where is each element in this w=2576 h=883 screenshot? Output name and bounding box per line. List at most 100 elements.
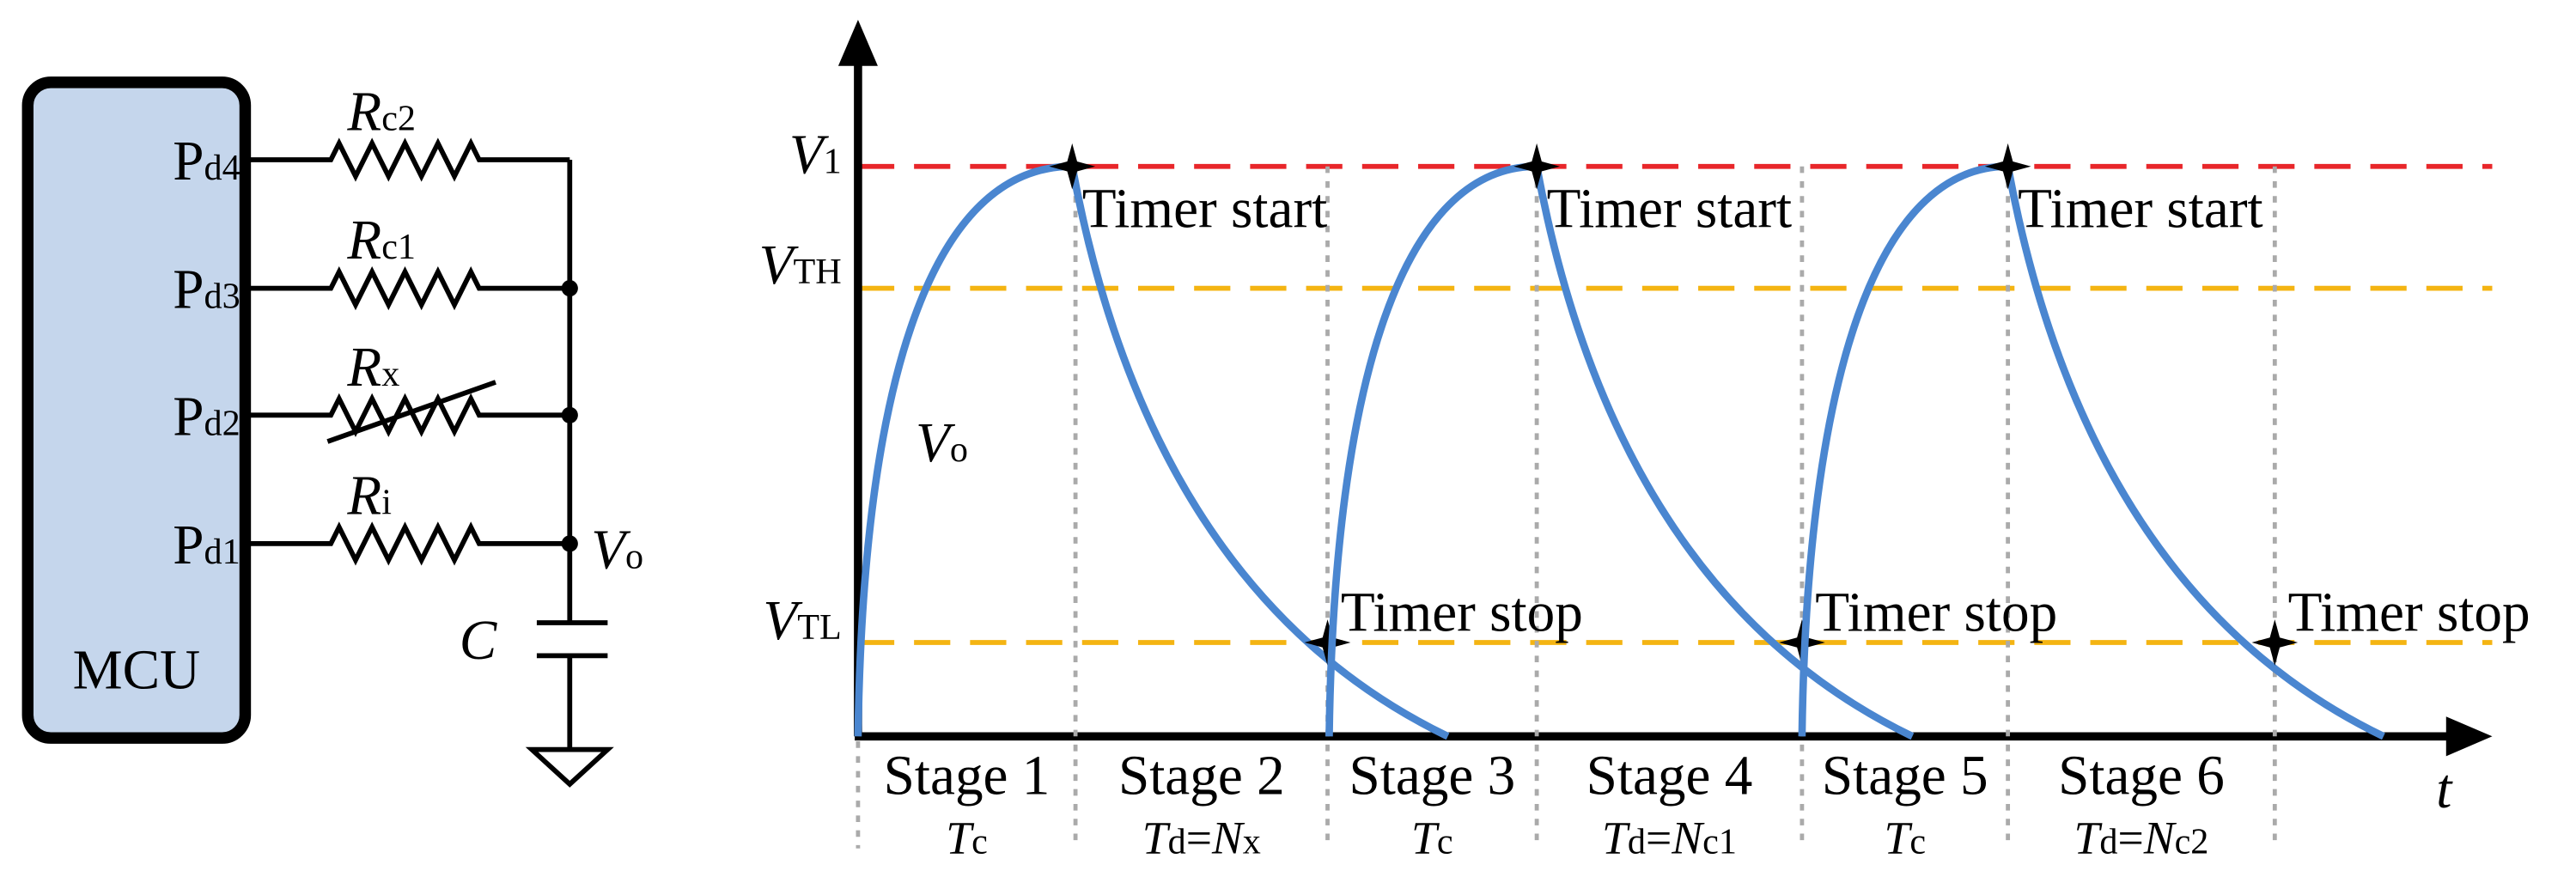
stage-name: Stage 1 — [884, 745, 1050, 807]
marker — [1304, 619, 1351, 666]
duration-sub: d — [1168, 821, 1186, 862]
duration-sub: d — [1628, 821, 1646, 862]
stage-name: Stage 6 — [2058, 745, 2225, 807]
curve-label-sub: o — [950, 429, 968, 470]
stage-name: Stage 4 — [1586, 745, 1753, 807]
stage-name: Stage 2 — [1118, 745, 1285, 807]
pin-label-sub: d2 — [204, 403, 241, 443]
resistor-label-sub: c2 — [381, 99, 416, 139]
duration-value-symbol: N — [1211, 812, 1245, 863]
resistor-label-main: R — [346, 465, 381, 527]
level-label-sub: TL — [797, 607, 842, 648]
resistor-label: Rc1 — [346, 210, 416, 271]
marker — [2251, 619, 2299, 666]
duration-sub: d — [2099, 821, 2117, 862]
marker — [1984, 143, 2031, 190]
level-label-main: V — [759, 234, 800, 296]
resistor-label: Rx — [346, 337, 399, 399]
discharge-curve — [2004, 165, 2385, 740]
timer-start: Timer start — [1082, 179, 1328, 241]
pin-label: Pd3 — [173, 259, 240, 321]
stage-duration: Tc — [946, 812, 988, 863]
duration-equals: = — [2117, 812, 2143, 863]
duration-equals: = — [1646, 812, 1672, 863]
duration-sub: c — [971, 821, 988, 862]
level-label-sub: 1 — [824, 141, 842, 181]
duration-symbol: T — [2074, 812, 2104, 863]
mcu-label: MCU — [73, 640, 201, 702]
capacitor-label: C — [460, 610, 498, 672]
timer-stop: Timer stop — [1341, 582, 1583, 644]
duration-symbol: T — [1884, 812, 1913, 863]
pin-label: Pd2 — [173, 386, 240, 448]
resistor-label-main: R — [346, 210, 381, 271]
duration-value-sub: x — [1243, 821, 1261, 862]
level-label-main: V — [763, 590, 803, 652]
pin-label-main: P — [173, 515, 204, 576]
curve-label-main: V — [916, 412, 956, 474]
pin-label-main: P — [173, 259, 204, 321]
level-label-main: V — [789, 124, 830, 186]
resistor-label-main: R — [346, 337, 381, 399]
stage-duration: Td=Nx — [1142, 812, 1261, 863]
discharge-curve — [1532, 165, 1915, 740]
level-label-sub: TH — [793, 252, 841, 292]
variable-arrow — [326, 380, 496, 444]
pin-label: Pd1 — [173, 515, 240, 576]
timer-start: Timer start — [2018, 179, 2263, 241]
charge-curve — [854, 162, 1073, 737]
duration-symbol: T — [946, 812, 975, 863]
duration-equals: = — [1186, 812, 1212, 863]
discharge-curve — [1069, 165, 1450, 740]
y-arrow — [837, 20, 878, 66]
resistor-label-sub: i — [381, 482, 392, 522]
duration-sub: c — [1909, 821, 1926, 862]
timer-start: Timer start — [1547, 179, 1793, 241]
stage-name: Stage 5 — [1822, 745, 1988, 807]
duration-symbol: T — [1142, 812, 1172, 863]
pin-label-sub: d1 — [204, 532, 241, 572]
resistor-label-sub: c1 — [381, 227, 416, 267]
stage-duration: Td=Nc1 — [1602, 812, 1737, 863]
marker — [1513, 143, 1560, 190]
node-label-sub: o — [625, 537, 643, 577]
duration-value-symbol: N — [1671, 812, 1705, 863]
pin-label: Pd4 — [173, 131, 240, 192]
duration-sub: c — [1437, 821, 1453, 862]
duration-symbol: T — [1411, 812, 1440, 863]
level-label: V1 — [789, 124, 842, 186]
pin-label-main: P — [173, 386, 204, 448]
charge-curve — [1325, 162, 1538, 737]
node-label: Vo — [591, 520, 643, 582]
resistor-label: Rc2 — [346, 82, 416, 143]
stage-name: Stage 3 — [1349, 745, 1515, 807]
charge-curve — [1798, 162, 2008, 737]
stage-duration: Tc — [1884, 812, 1926, 863]
timer-stop: Timer stop — [2288, 582, 2530, 644]
marker — [1049, 143, 1096, 190]
duration-value-sub: c1 — [1702, 821, 1737, 862]
resistor-label: Ri — [346, 465, 392, 527]
pin-label-sub: d3 — [204, 277, 241, 317]
curve-label: Vo — [916, 412, 968, 474]
duration-value-symbol: N — [2143, 812, 2177, 863]
duration-symbol: T — [1602, 812, 1631, 863]
duration-value-sub: c2 — [2175, 821, 2209, 862]
circuit: MCU Pd4 Rc2 Pd3 Rc1 Pd2 Rx Pd1 Ri Vo C — [21, 76, 643, 788]
x-arrow — [2445, 716, 2493, 757]
resistor-label-main: R — [346, 82, 381, 143]
pin-label-main: P — [173, 131, 204, 192]
wire — [245, 393, 570, 437]
stage-duration: Td=Nc2 — [2074, 812, 2209, 863]
wire — [245, 266, 570, 311]
axis-label: t — [2436, 758, 2453, 820]
resistor-label-sub: x — [381, 354, 399, 394]
timer-stop: Timer stop — [1815, 582, 2057, 644]
node-label-main: V — [591, 520, 631, 582]
level-label: VTL — [763, 590, 841, 652]
wire — [245, 521, 570, 566]
stage-duration: Tc — [1411, 812, 1453, 863]
wire — [525, 160, 614, 788]
